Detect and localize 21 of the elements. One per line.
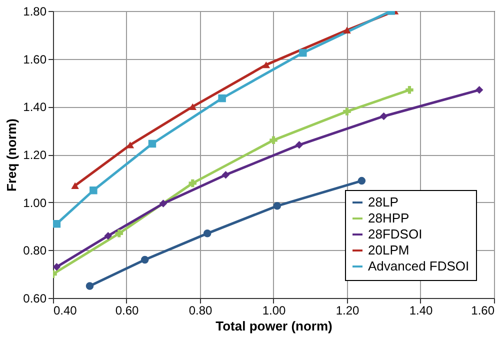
y-tick-label: 1.20 <box>23 148 47 162</box>
y-tick-label: 1.00 <box>23 196 47 210</box>
y-tick-label: 0.60 <box>23 292 47 306</box>
x-tick-label: 0.80 <box>188 304 212 318</box>
legend-label: 20LPM <box>368 242 410 258</box>
y-tick-label: 1.60 <box>23 52 47 66</box>
y-tick-label: 1.40 <box>23 100 47 114</box>
x-tick-label: 1.00 <box>262 304 286 318</box>
x-tick-label: 1.40 <box>409 304 433 318</box>
x-tick-label: 1.60 <box>471 304 495 318</box>
legend-label: 28HPP <box>368 210 410 226</box>
y-tick-label: 0.80 <box>23 244 47 258</box>
x-tick-label: 0.40 <box>54 304 78 318</box>
y-tick-label: 1.80 <box>23 4 47 18</box>
x-axis-title: Total power (norm) <box>216 318 332 334</box>
legend-label: 28FDSOI <box>368 226 422 242</box>
legend-label: Advanced FDSOI <box>368 258 470 274</box>
x-tick-label: 0.60 <box>115 304 139 318</box>
x-tick-label: 1.20 <box>336 304 360 318</box>
y-axis-title: Freq (norm) <box>4 118 20 192</box>
legend-label: 28LP <box>368 194 398 210</box>
